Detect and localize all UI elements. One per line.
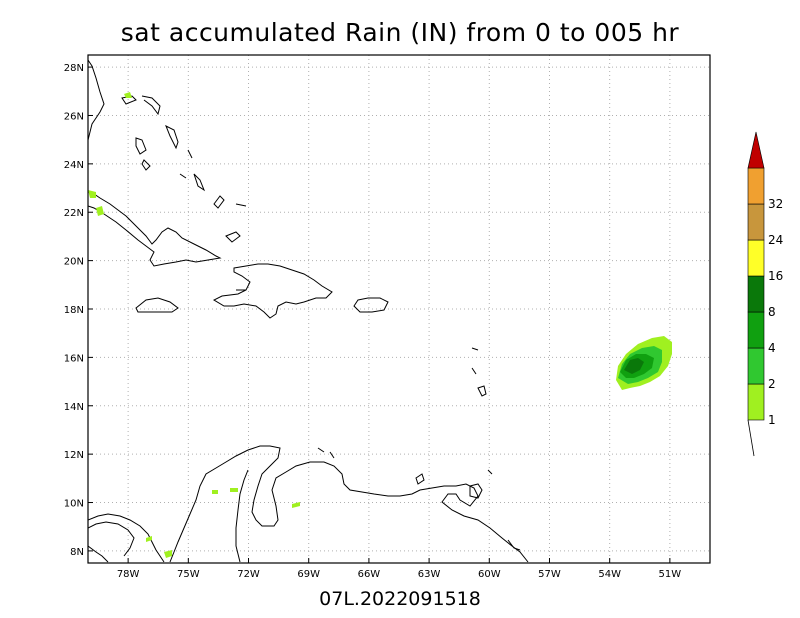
y-tick-label: 22N <box>64 208 84 219</box>
map-title: sat accumulated Rain (IN) from 0 to 005 … <box>120 18 680 47</box>
colorbar-label: 32 <box>768 197 783 211</box>
y-tick-label: 20N <box>64 257 84 268</box>
x-tick-label: 78W <box>117 569 140 580</box>
coastline-margarita <box>415 473 425 485</box>
coastline-dominica <box>471 367 477 375</box>
coastline-maracaibo <box>235 469 249 563</box>
x-tick-label: 51W <box>659 569 682 580</box>
coastline-bahamas-7 <box>179 173 187 179</box>
rain-spot-colombia-1 <box>212 490 218 494</box>
x-tick-label: 66W <box>358 569 381 580</box>
coastline-bahamas-6 <box>187 149 193 159</box>
colorbar-label: 2 <box>768 377 776 391</box>
coastline-aruba <box>317 447 325 453</box>
rain-spot-panama <box>164 550 172 558</box>
y-tick-label: 28N <box>64 63 84 74</box>
colorbar-label: 4 <box>768 341 776 355</box>
colorbar-swatch <box>747 167 765 205</box>
coastline-cuba <box>88 191 222 267</box>
coastline-isla-juventud <box>225 231 241 243</box>
y-tick-label: 10N <box>64 499 84 510</box>
y-tick-label: 16N <box>64 353 84 364</box>
grid-lines <box>88 55 710 563</box>
y-tick-label: 14N <box>64 402 84 413</box>
x-tick-label: 75W <box>177 569 200 580</box>
x-tick-label: 69W <box>297 569 320 580</box>
coastline-bahamas-3 <box>135 137 147 155</box>
x-tick-label: 63W <box>418 569 441 580</box>
rain-contour-level-8 <box>624 358 644 374</box>
coastline-bahamas-10 <box>235 203 247 207</box>
colorbar-label: 16 <box>768 269 783 283</box>
coastline-martinique <box>477 385 487 397</box>
coastline-bahamas-5 <box>165 124 179 150</box>
y-tick-label: 18N <box>64 305 84 316</box>
x-tick-label: 57W <box>538 569 561 580</box>
coastline-south-america <box>88 445 529 563</box>
colorbar-top-arrow <box>747 131 765 169</box>
x-tick-label: 60W <box>478 569 501 580</box>
colorbar-bottom-arrow <box>747 419 755 457</box>
colorbar-swatch <box>747 239 765 277</box>
colorbar-swatch <box>747 275 765 313</box>
storm-id-label: 07L.2022091518 <box>0 588 800 610</box>
rain-spot-colombia-2 <box>230 488 238 492</box>
storm-id-text: 07L.2022091518 <box>319 588 481 610</box>
coastline-panama <box>88 521 135 557</box>
rain-spot-south-1 <box>146 536 152 542</box>
x-tick-label: 72W <box>237 569 260 580</box>
colorbar-swatch <box>747 383 765 421</box>
rain-spot-venezuela <box>292 502 300 508</box>
coastline-guadeloupe <box>471 347 479 351</box>
rain-spot-cuba-1 <box>88 190 96 198</box>
colorbar-swatch <box>747 311 765 349</box>
coastline-orinoco <box>507 539 521 551</box>
colorbar-label: 1 <box>768 413 776 427</box>
coastline-florida <box>88 59 105 141</box>
coastline-grenada <box>487 469 493 475</box>
coastline-hispaniola <box>212 263 333 319</box>
coastline-bahamas-2 <box>141 95 161 116</box>
rain-field <box>88 92 672 558</box>
y-tick-label: 26N <box>64 111 84 122</box>
latitude-ticks: 8N 10N 12N 14N 16N 18N 20N 22N 24N 26N 28N <box>64 63 93 558</box>
rain-spot-bahamas <box>124 92 132 98</box>
coastline-puerto-rico <box>353 297 389 313</box>
coastline-jamaica <box>135 297 179 313</box>
coastline-trinidad <box>469 483 483 499</box>
coastline-bahamas-4 <box>141 159 151 171</box>
colorbar-label: 24 <box>768 233 783 247</box>
coastline-bahamas-9 <box>213 195 225 209</box>
x-tick-label: 54W <box>598 569 621 580</box>
y-tick-label: 8N <box>70 547 84 558</box>
coastlines <box>88 59 529 563</box>
y-tick-label: 24N <box>64 160 84 171</box>
colorbar-label: 8 <box>768 305 776 319</box>
coastline-curacao <box>329 451 335 459</box>
y-tick-label: 12N <box>64 450 84 461</box>
colorbar-swatch <box>747 347 765 385</box>
colorbar-swatch <box>747 203 765 241</box>
coastline-central-america <box>88 545 109 563</box>
longitude-ticks: 78W 75W 72W 69W 66W 63W 60W 57W 54W 51W <box>117 558 681 580</box>
coastline-bahamas-8 <box>193 173 206 192</box>
rain-spot-cuba-2 <box>96 206 104 216</box>
